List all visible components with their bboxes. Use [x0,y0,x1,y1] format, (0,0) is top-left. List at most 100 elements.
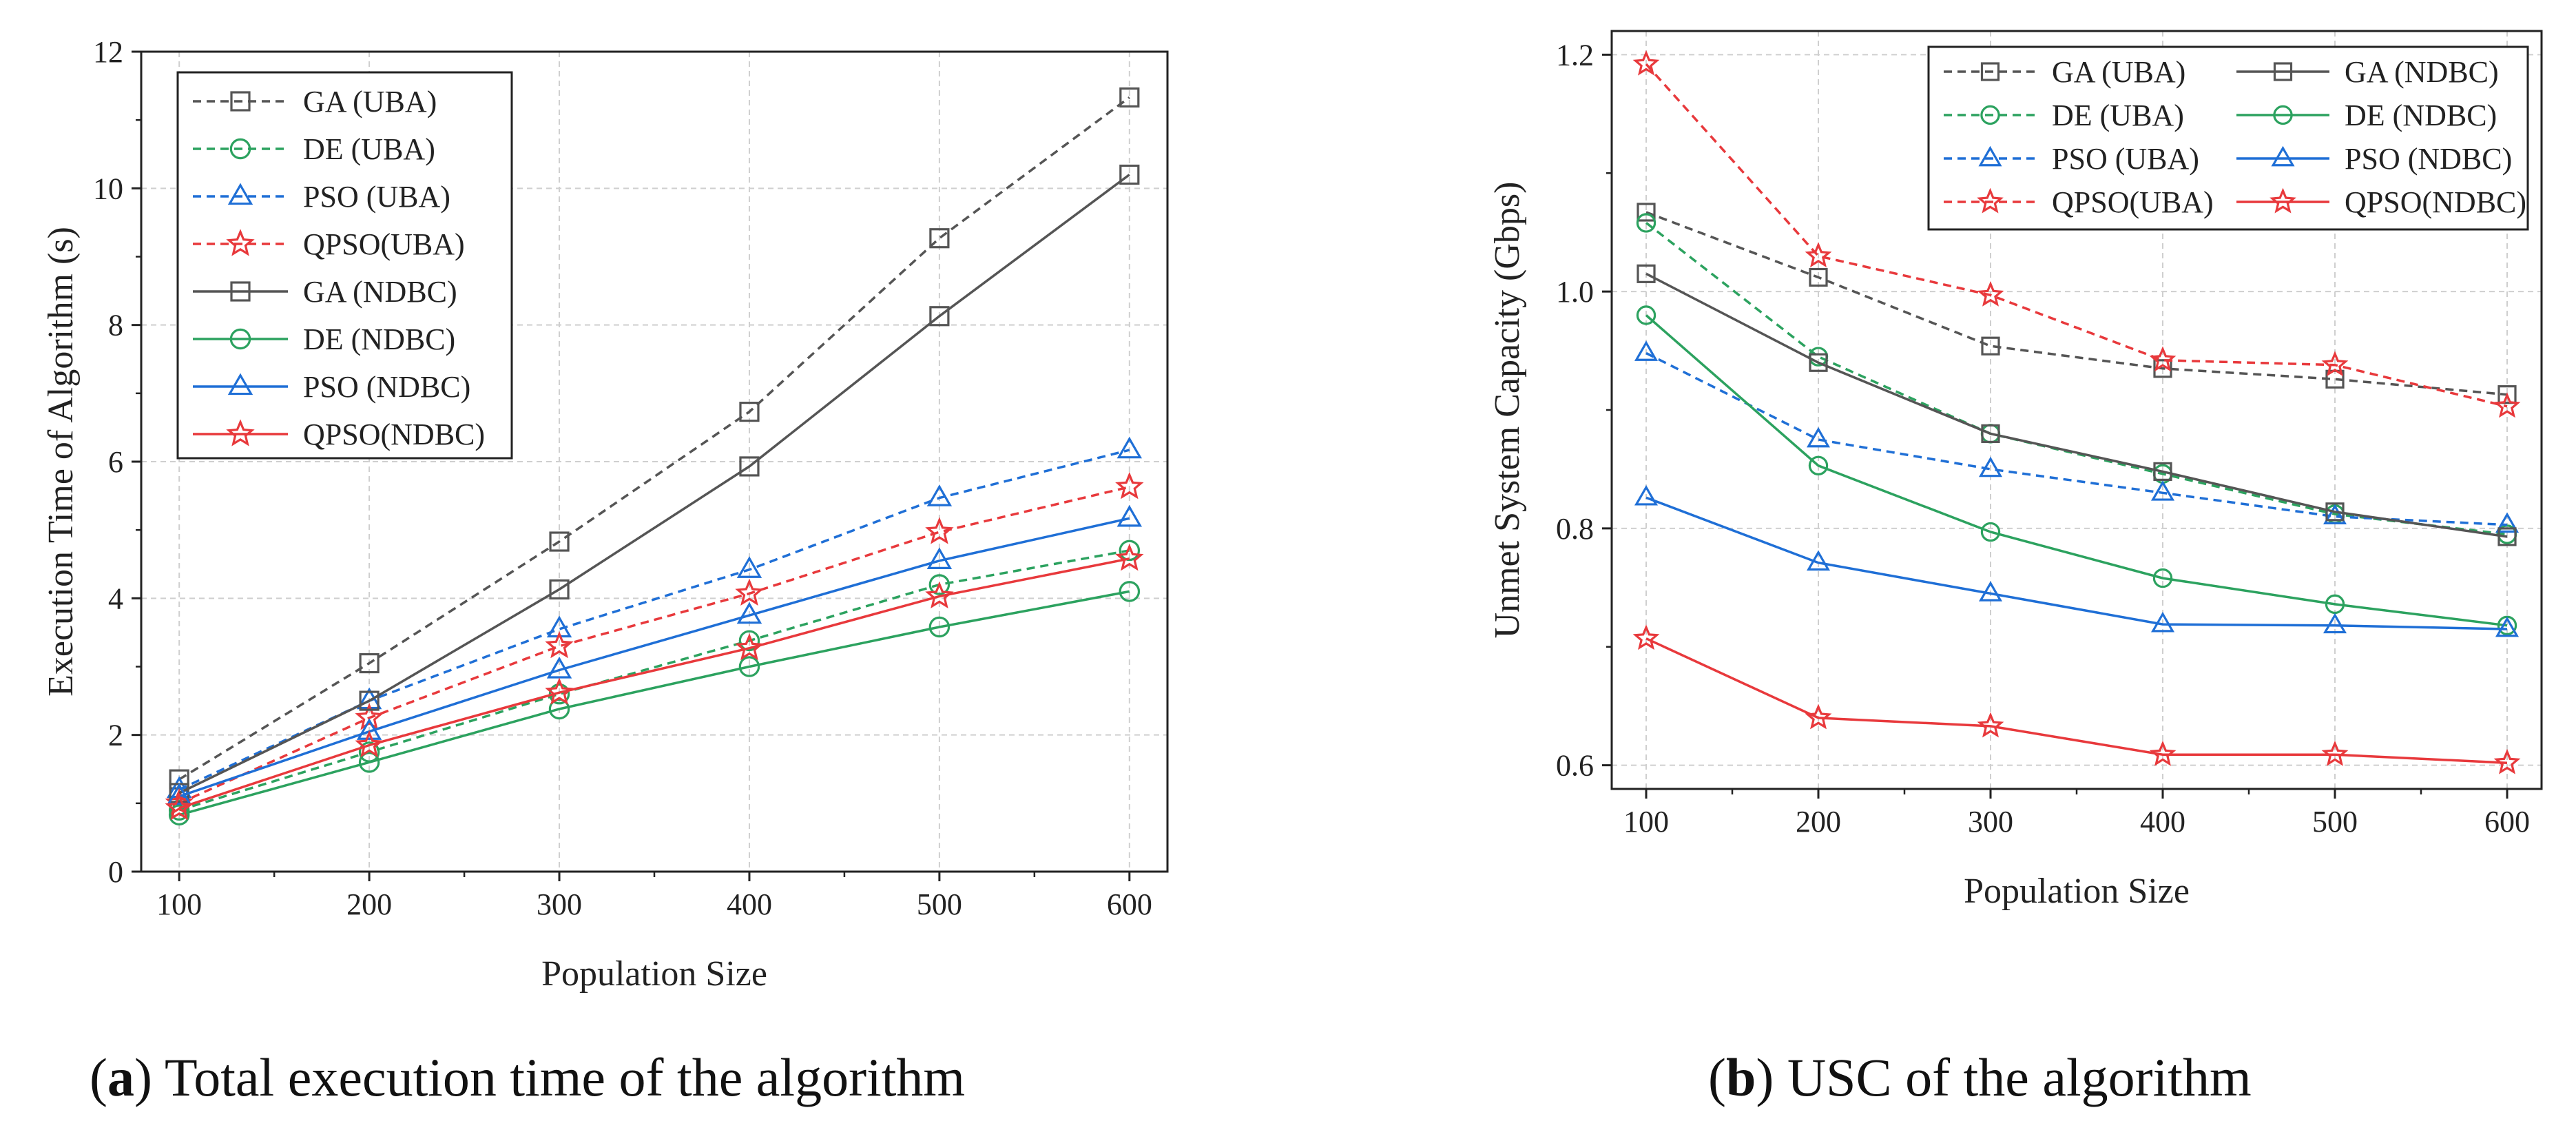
x-tick-label: 200 [346,887,392,921]
data-point [928,616,951,638]
legend-entry: DE (UBA) [193,132,435,166]
data-point [548,698,570,720]
data-point [168,804,190,825]
legend-label: PSO (NDBC) [303,370,470,404]
legend-marker [229,138,251,160]
data-point [925,581,954,608]
data-point [359,653,380,674]
data-point [1637,264,1656,283]
series-line [178,590,1130,816]
legend-marker [2273,105,2293,125]
legend-marker [226,419,255,446]
legend-entry: PSO (UBA) [193,180,450,214]
data-point [738,630,760,652]
data-point [929,228,950,249]
data-point [1980,522,2001,542]
x-tick-label: 500 [917,887,962,921]
legend-marker [1980,62,2000,81]
data-point [929,306,950,327]
legend-marker [227,183,253,205]
data-point [2149,740,2177,766]
series-line [1645,496,2508,630]
legend-marker [2273,62,2293,81]
series-line [1645,211,2508,396]
data-point [1119,87,1140,108]
legend-entry: DE (UBA) [1944,99,2184,132]
legend-marker [230,281,251,302]
legend-marker [2269,187,2296,214]
series-line [1645,314,2508,627]
data-point [926,547,953,569]
caption-b-text: ) USC of the algorithm [1756,1047,2251,1107]
series-6 [166,504,1143,805]
x-tick-label: 600 [2484,805,2530,839]
series-2 [1634,340,2520,533]
y-axis-title: Unmet System Capacity (Gbps) [1488,182,1527,639]
data-point [1636,305,1656,325]
y-tick-label: 4 [108,582,123,615]
x-tick-label: 100 [156,887,202,921]
series-line [1645,351,2508,526]
data-point [546,657,572,679]
series-1 [1636,213,2517,544]
data-point [1981,336,2000,356]
data-point [1116,504,1143,527]
data-point [1809,353,1828,372]
legend-label: PSO (NDBC) [2345,142,2512,176]
data-point [1977,712,2004,738]
data-point [549,531,570,552]
data-point [358,752,380,773]
series-line [178,485,1130,805]
series-7 [165,544,1144,821]
legend-entry: QPSO(UBA) [1944,185,2214,219]
data-point [355,730,384,758]
data-point [1634,484,1659,506]
data-point [2323,613,2347,634]
data-point [928,574,951,595]
data-point [165,793,194,821]
data-point [2495,616,2520,637]
data-point [2495,512,2520,533]
series-5 [1636,305,2517,636]
caption-b-letter: b [1726,1047,1756,1107]
data-point [166,783,192,805]
legend-marker [1978,145,2002,167]
data-point [1634,340,1659,361]
series-line [178,449,1130,791]
series-line [1645,272,2508,538]
data-point [545,677,574,705]
data-point [1119,164,1140,185]
legend-label: PSO (UBA) [303,180,450,214]
y-tick-label: 0 [108,855,123,889]
x-axis-title: Population Size [541,954,767,994]
data-point [2493,748,2521,774]
legend-entry: PSO (UBA) [1944,142,2199,176]
data-point [1116,436,1143,459]
series-line [178,96,1130,781]
data-point [1805,242,1832,268]
data-point [545,631,574,659]
y-tick-label: 1.0 [1556,275,1594,309]
data-point [1637,203,1656,222]
y-tick-label: 12 [93,35,123,69]
series-1 [168,540,1141,821]
y-tick-label: 8 [108,309,123,342]
x-tick-label: 600 [1107,887,1152,921]
data-point [2152,568,2173,588]
chart-b-unmet-capacity: 100 200 300 400 500 600 0.6 0.8 1.0 1.2 Population… [1488,30,2543,911]
data-point [926,484,953,506]
data-point [2321,740,2349,766]
data-point [1636,213,1656,233]
data-point [2497,527,2517,546]
legend-label: GA (NDBC) [303,275,457,309]
legend-label: QPSO(NDBC) [303,418,485,451]
caption-a-text: ) Total execution time of the algorithm [134,1047,965,1107]
chart-a-execution-time: 100 200 300 400 500 600 0 2 4 6 8 10 12 Population Si… [41,35,1169,994]
data-point [1978,456,2003,477]
series-4 [1637,264,2517,546]
data-point [739,456,760,477]
data-point [1806,550,1831,571]
series-line [178,174,1130,794]
data-point [1632,624,1660,650]
